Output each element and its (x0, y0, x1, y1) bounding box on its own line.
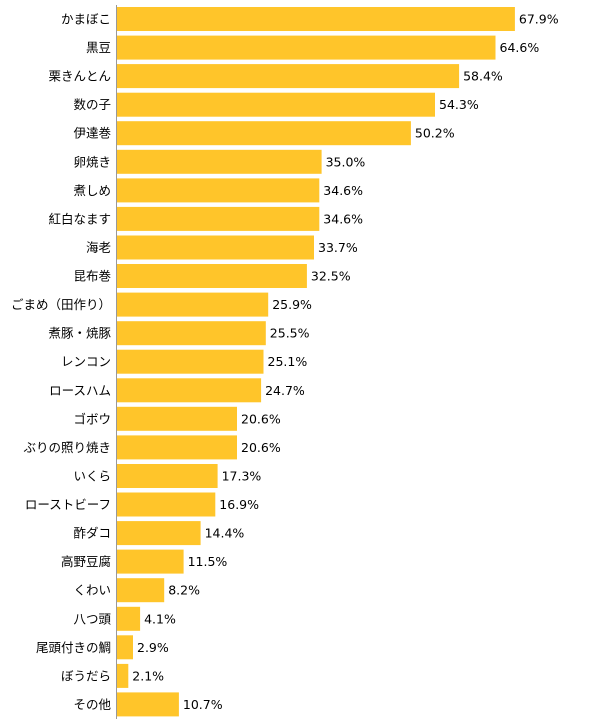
value-label: 16.9% (219, 497, 259, 512)
value-label: 54.3% (439, 97, 479, 112)
bar-19 (116, 549, 184, 574)
value-label: 25.1% (268, 354, 308, 369)
value-label: 58.4% (463, 69, 503, 84)
category-label: かまぼこ (61, 12, 111, 27)
bar-9 (116, 264, 307, 288)
bar-16 (116, 464, 218, 488)
value-label: 4.1% (144, 611, 176, 626)
value-label: 25.9% (272, 297, 312, 312)
value-label: 14.4% (205, 526, 245, 541)
bar-5 (116, 149, 322, 174)
category-label: レンコン (61, 354, 111, 369)
category-label: いくら (73, 469, 111, 484)
category-label: 酢ダコ (73, 526, 111, 541)
value-label: 67.9% (519, 12, 559, 27)
bar-18 (116, 521, 201, 546)
category-labels: かまぼこ黒豆栗きんとん数の子伊達巻卵焼き煮しめ紅白なます海老昆布巻ごまめ（田作り… (11, 12, 112, 712)
bars-layer (116, 7, 515, 717)
category-label: 高野豆腐 (61, 554, 111, 569)
value-label: 17.3% (222, 469, 262, 484)
category-label: 伊達巻 (73, 126, 111, 141)
value-label: 64.6% (500, 40, 540, 55)
category-label: 海老 (86, 240, 111, 255)
category-label: 黒豆 (86, 40, 111, 55)
bar-14 (116, 406, 237, 431)
category-label: 煮しめ (73, 183, 111, 198)
category-label: 八つ頭 (73, 611, 111, 626)
bar-22 (116, 635, 133, 660)
value-label: 10.7% (183, 697, 223, 712)
value-labels: 67.9% 64.6% 58.4% 54.3% 50.2% 35.0% 34.6% 34.6%… (132, 12, 558, 712)
category-label: その他 (73, 697, 111, 712)
bar-2 (116, 64, 460, 89)
category-label: ロースハム (49, 383, 111, 398)
category-label: 煮豚・焼豚 (48, 326, 111, 341)
value-label: 32.5% (311, 269, 351, 284)
bar-21 (116, 606, 141, 631)
value-label: 2.1% (132, 668, 164, 683)
bar-11 (116, 321, 266, 346)
bar-6 (116, 178, 320, 203)
bar-1 (116, 35, 496, 60)
bar-10 (116, 292, 269, 317)
category-label: ぼうだら (61, 668, 111, 683)
category-label: 卵焼き (73, 154, 111, 169)
value-label: 34.6% (323, 211, 363, 226)
category-label: 紅白なます (48, 211, 111, 226)
bar-24 (116, 692, 179, 717)
value-label: 20.6% (241, 411, 281, 426)
value-label: 33.7% (318, 240, 358, 255)
category-label: ローストビーフ (25, 497, 111, 512)
category-label: ぶりの照り焼き (23, 440, 111, 455)
category-label: 尾頭付きの鯛 (36, 640, 111, 655)
bar-13 (116, 378, 262, 403)
value-label: 24.7% (265, 383, 305, 398)
bar-20 (116, 578, 165, 603)
category-label: 昆布巻 (73, 269, 111, 284)
value-label: 50.2% (415, 126, 455, 141)
bar-0 (116, 7, 515, 31)
value-label: 8.2% (168, 583, 200, 598)
value-label: 35.0% (326, 154, 366, 169)
category-label: ごまめ（田作り） (11, 297, 111, 312)
bar-4 (116, 121, 411, 146)
value-label: 34.6% (323, 183, 363, 198)
value-label: 2.9% (137, 640, 169, 655)
bar-8 (116, 235, 314, 260)
value-label: 25.5% (270, 326, 310, 341)
category-label: くわい (73, 583, 111, 598)
bar-3 (116, 92, 435, 117)
category-label: 栗きんとん (48, 69, 111, 84)
category-label: ゴボウ (73, 411, 111, 426)
value-label: 20.6% (241, 440, 281, 455)
bar-7 (116, 206, 320, 231)
value-label: 11.5% (188, 554, 228, 569)
category-label: 数の子 (73, 97, 111, 112)
bar-17 (116, 492, 216, 517)
bar-12 (116, 349, 264, 374)
bar-15 (116, 435, 237, 460)
bar-23 (116, 663, 129, 688)
